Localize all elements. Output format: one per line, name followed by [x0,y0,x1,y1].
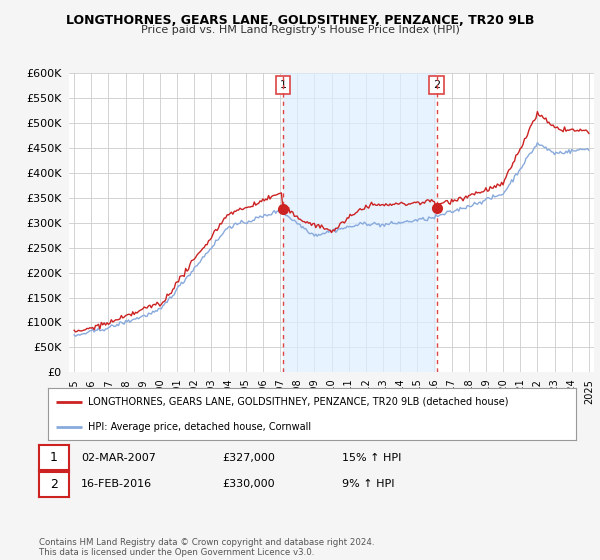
Text: Price paid vs. HM Land Registry's House Price Index (HPI): Price paid vs. HM Land Registry's House … [140,25,460,35]
Text: 02-MAR-2007: 02-MAR-2007 [81,452,156,463]
Text: 15% ↑ HPI: 15% ↑ HPI [342,452,401,463]
Text: 1: 1 [280,80,286,90]
Text: 9% ↑ HPI: 9% ↑ HPI [342,479,395,489]
Text: 2: 2 [433,80,440,90]
Text: 2: 2 [50,478,58,491]
Text: £330,000: £330,000 [222,479,275,489]
Text: HPI: Average price, detached house, Cornwall: HPI: Average price, detached house, Corn… [88,422,311,432]
Bar [283,73,436,372]
Text: Contains HM Land Registry data © Crown copyright and database right 2024.
This d: Contains HM Land Registry data © Crown c… [39,538,374,557]
Text: £327,000: £327,000 [222,452,275,463]
Text: LONGTHORNES, GEARS LANE, GOLDSITHNEY, PENZANCE, TR20 9LB: LONGTHORNES, GEARS LANE, GOLDSITHNEY, PE… [66,14,534,27]
Text: 16-FEB-2016: 16-FEB-2016 [81,479,152,489]
Text: LONGTHORNES, GEARS LANE, GOLDSITHNEY, PENZANCE, TR20 9LB (detached house): LONGTHORNES, GEARS LANE, GOLDSITHNEY, PE… [88,397,508,407]
Text: 1: 1 [50,451,58,464]
